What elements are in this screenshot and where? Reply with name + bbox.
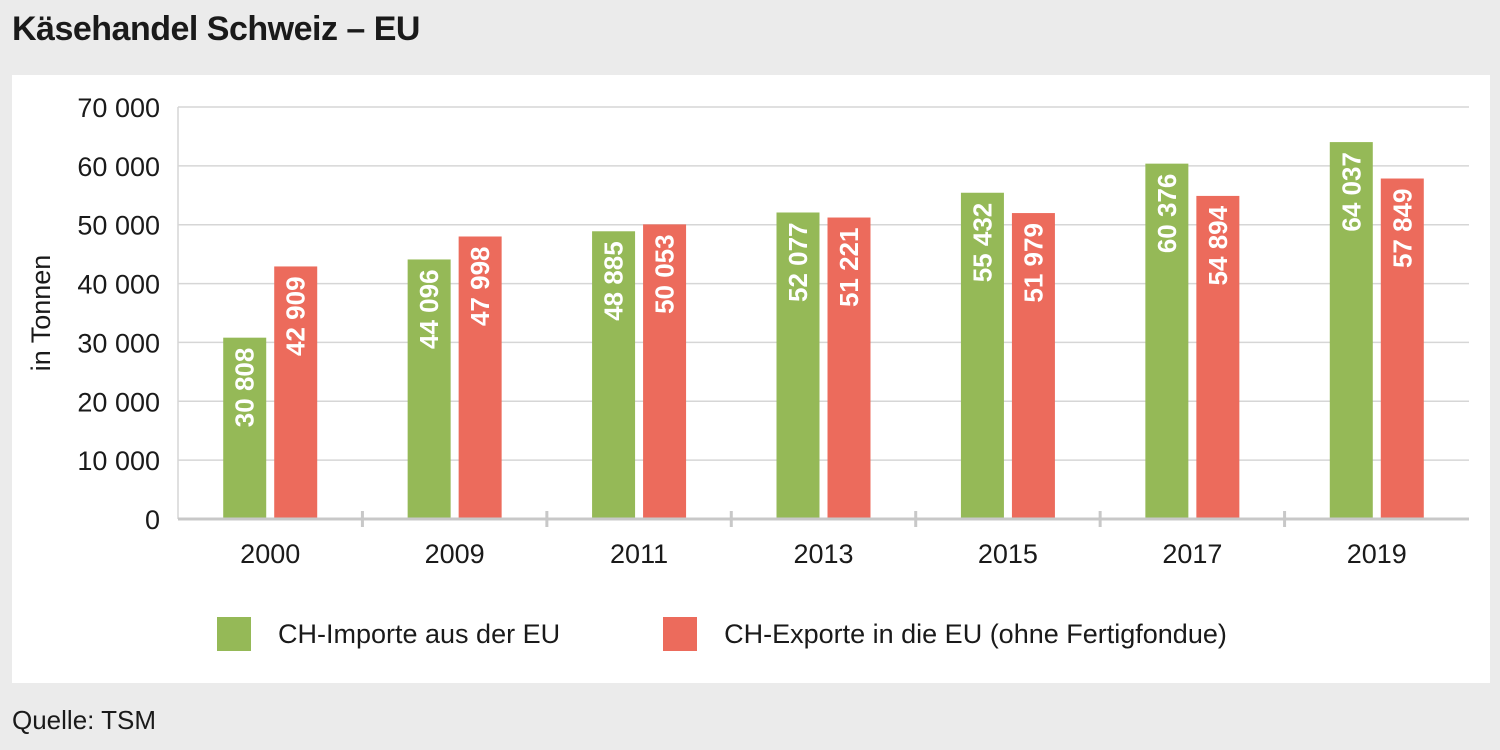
import-value-label-2015: 55 432 (967, 203, 997, 283)
export-bar-2000 (274, 266, 318, 519)
x-tick-label-2000: 2000 (240, 539, 300, 569)
bars: 30 808 42 909 44 096 47 998 48 885 50 053 52 0… (223, 142, 1424, 520)
import-bar-2013 (776, 212, 820, 519)
export-bar-2013 (827, 217, 871, 519)
x-tick-label-2009: 2009 (425, 539, 485, 569)
export-bar-2011 (643, 224, 687, 519)
x-tick-label-2011: 2011 (610, 539, 668, 569)
source-note: Quelle: TSM (12, 705, 157, 735)
y-tick-label: 50 000 (77, 211, 160, 241)
export-bar-2015 (1011, 213, 1055, 519)
export-value-label-2013: 51 221 (834, 228, 864, 308)
legend-item-imports: CH-Importe aus der EU (217, 617, 560, 651)
export-value-label-2017: 54 894 (1203, 205, 1233, 285)
bar-chart: 30 808 42 909 44 096 47 998 48 885 50 053 52 0… (26, 93, 1469, 569)
y-axis-title: in Tonnen (26, 255, 56, 372)
y-tick-label: 70 000 (77, 93, 160, 123)
y-tick-label: 0 (145, 505, 160, 535)
import-value-label-2013: 52 077 (783, 222, 813, 302)
y-tick-label: 60 000 (77, 152, 160, 182)
import-bar-2011 (592, 231, 636, 519)
export-bar-2019 (1380, 178, 1424, 519)
export-value-label-2000: 42 909 (281, 276, 311, 356)
export-bar-2009 (458, 236, 502, 519)
legend-swatch-exports (663, 617, 698, 651)
x-tick-label-2013: 2013 (793, 539, 853, 569)
x-tick-label-2015: 2015 (978, 539, 1038, 569)
y-tick-label: 40 000 (77, 270, 160, 300)
gridlines (178, 106, 1469, 461)
chart-panel: 30 808 42 909 44 096 47 998 48 885 50 053 52 0… (12, 75, 1490, 683)
export-value-label-2011: 50 053 (650, 234, 680, 314)
import-bar-2015 (960, 192, 1004, 519)
export-value-label-2015: 51 979 (1018, 223, 1048, 303)
import-bar-2019 (1329, 142, 1373, 520)
import-value-label-2017: 60 376 (1152, 174, 1182, 254)
import-value-label-2009: 44 096 (414, 269, 444, 349)
y-tick-label: 10 000 (77, 446, 160, 476)
import-value-label-2019: 64 037 (1336, 152, 1366, 232)
import-value-label-2000: 30 808 (230, 348, 260, 428)
legend-swatch-imports (217, 617, 251, 651)
import-bar-2009 (407, 259, 451, 519)
legend-label-imports: CH-Importe aus der EU (278, 618, 561, 649)
export-bar-2017 (1196, 195, 1240, 519)
legend-label-exports: CH-Exporte in die EU (ohne Fertigfondue) (724, 618, 1227, 649)
x-tick-label-2019: 2019 (1347, 539, 1407, 569)
y-tick-label: 30 000 (77, 328, 160, 358)
export-value-label-2019: 57 849 (1387, 189, 1417, 269)
axes: 0 10 000 20 000 30 000 40 000 50 000 60 000 70 … (26, 93, 1469, 569)
legend: CH-Importe aus der EU CH-Exporte in die … (217, 617, 1330, 651)
chart-title: Käsehandel Schweiz – EU (12, 10, 421, 48)
import-value-label-2011: 48 885 (599, 241, 629, 321)
x-tick-label-2017: 2017 (1162, 539, 1222, 569)
export-value-label-2009: 47 998 (465, 246, 495, 326)
y-tick-label: 20 000 (77, 387, 160, 417)
import-bar-2017 (1145, 163, 1189, 519)
import-bar-2000 (223, 337, 267, 519)
legend-item-exports: CH-Exporte in die EU (ohne Fertigfondue) (663, 617, 1227, 651)
